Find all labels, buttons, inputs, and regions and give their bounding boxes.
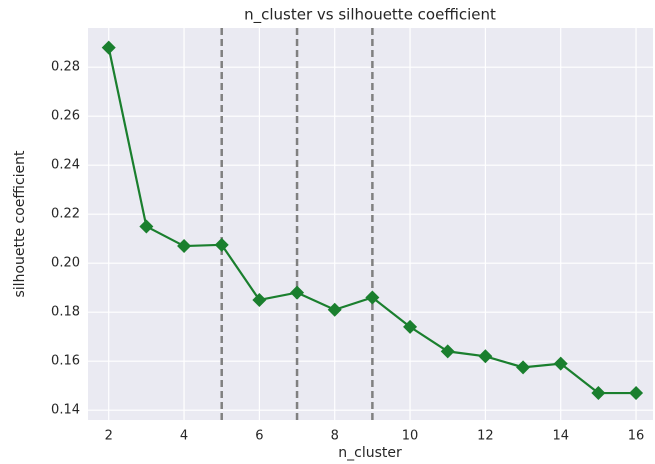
- y-tick-label: 0.24: [51, 158, 80, 173]
- marker: [214, 237, 229, 252]
- x-tick-label: 2: [105, 429, 113, 444]
- marker: [553, 356, 568, 371]
- marker: [440, 344, 455, 359]
- plot-area: [88, 28, 653, 420]
- marker: [365, 290, 380, 305]
- y-tick-label: 0.16: [51, 354, 80, 369]
- y-tick-label: 0.14: [51, 403, 80, 418]
- y-tick-label: 0.28: [51, 60, 80, 75]
- y-tick-label: 0.22: [51, 207, 80, 222]
- marker: [139, 219, 154, 234]
- marker: [591, 386, 606, 401]
- x-tick-label: 4: [180, 429, 188, 444]
- marker: [177, 239, 192, 254]
- x-tick-label: 8: [331, 429, 339, 444]
- x-tick-label: 6: [255, 429, 263, 444]
- marker: [403, 319, 418, 334]
- marker: [252, 292, 267, 307]
- y-tick-label: 0.18: [51, 305, 80, 320]
- marker: [629, 386, 644, 401]
- y-tick-label: 0.26: [51, 109, 80, 124]
- marker: [101, 40, 116, 55]
- x-axis-label: n_cluster: [338, 445, 402, 461]
- marker: [516, 360, 531, 375]
- x-tick-label: 14: [552, 429, 569, 444]
- y-axis-label: silhouette coefficient: [12, 150, 28, 298]
- x-tick-label: 16: [628, 429, 645, 444]
- x-tick-label: 10: [402, 429, 419, 444]
- marker: [478, 349, 493, 364]
- marker: [290, 285, 305, 300]
- y-tick-label: 0.20: [51, 256, 80, 271]
- marker: [327, 302, 342, 317]
- x-tick-label: 12: [477, 429, 494, 444]
- chart-title: n_cluster vs silhouette coefficient: [244, 6, 496, 25]
